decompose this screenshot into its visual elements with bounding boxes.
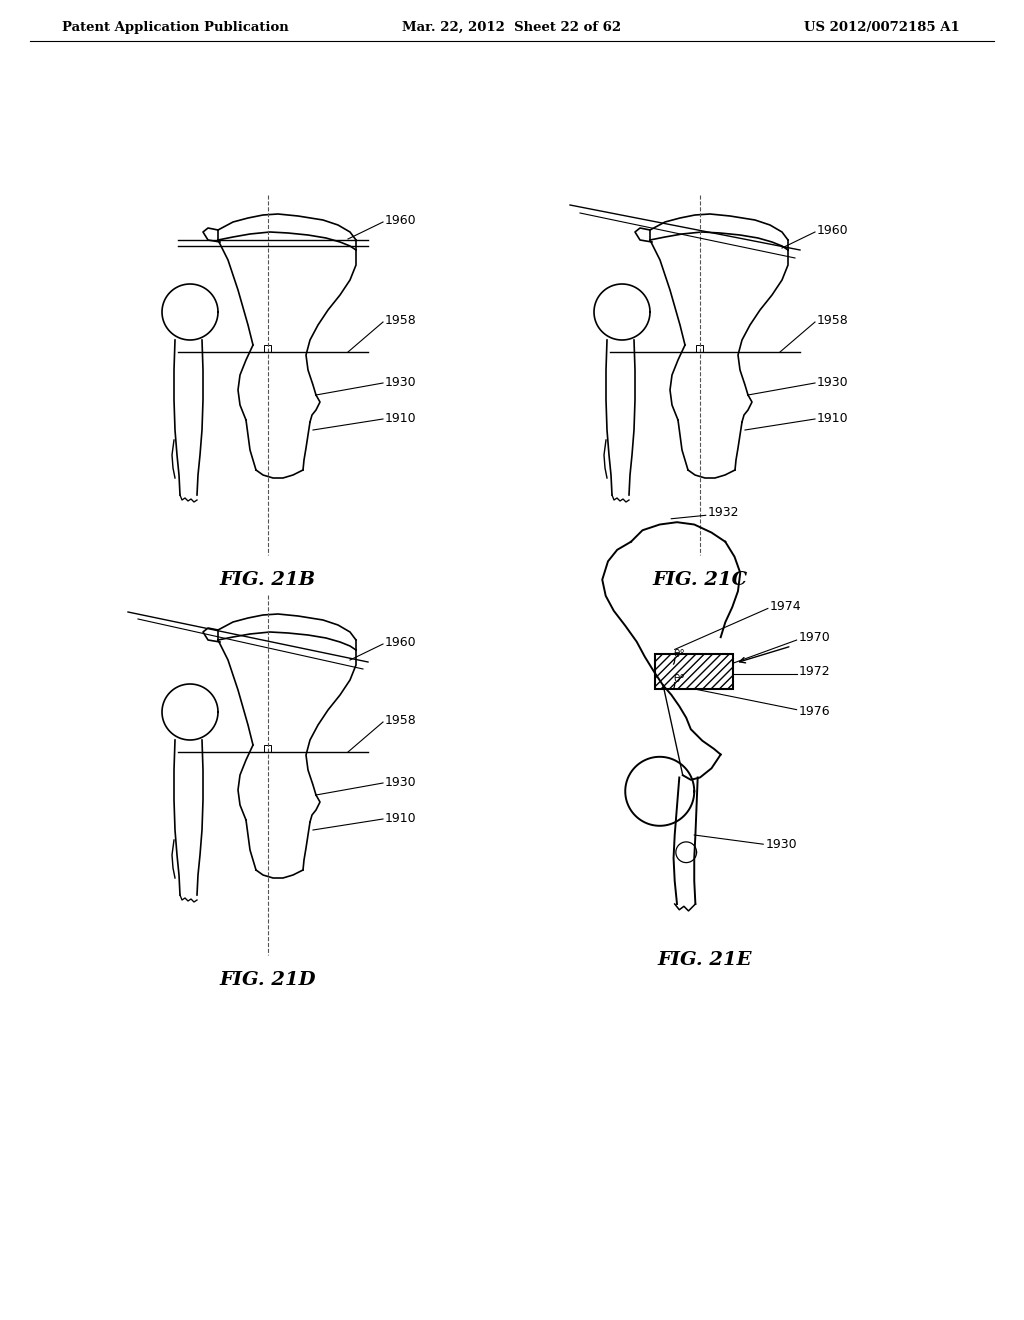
Text: θ°: θ° <box>674 675 685 684</box>
Text: 1930: 1930 <box>766 838 797 850</box>
Text: FIG. 21D: FIG. 21D <box>220 972 316 989</box>
Text: Mar. 22, 2012  Sheet 22 of 62: Mar. 22, 2012 Sheet 22 of 62 <box>402 21 622 33</box>
Text: 1958: 1958 <box>385 314 417 327</box>
Text: 1958: 1958 <box>817 314 849 327</box>
Text: 1930: 1930 <box>385 375 417 388</box>
Text: FIG. 21C: FIG. 21C <box>652 572 748 589</box>
Bar <box>696 345 703 352</box>
Text: 1974: 1974 <box>770 599 802 612</box>
Text: 1930: 1930 <box>385 776 417 788</box>
Text: 1910: 1910 <box>817 412 849 425</box>
Text: θ°: θ° <box>674 649 685 660</box>
Text: 1960: 1960 <box>385 214 417 227</box>
Bar <box>655 655 733 689</box>
Text: 1976: 1976 <box>799 705 830 718</box>
Text: 1930: 1930 <box>817 375 849 388</box>
Text: FIG. 21B: FIG. 21B <box>220 572 316 589</box>
Bar <box>264 744 271 752</box>
Text: 1910: 1910 <box>385 812 417 825</box>
Bar <box>264 345 271 352</box>
Text: US 2012/0072185 A1: US 2012/0072185 A1 <box>804 21 961 33</box>
Text: 1932: 1932 <box>708 507 739 520</box>
Text: Patent Application Publication: Patent Application Publication <box>62 21 289 33</box>
Text: 1910: 1910 <box>385 412 417 425</box>
Text: 1960: 1960 <box>385 636 417 649</box>
Text: 1960: 1960 <box>817 224 849 238</box>
Text: 1972: 1972 <box>799 665 830 678</box>
Text: 1958: 1958 <box>385 714 417 727</box>
Text: FIG. 21E: FIG. 21E <box>657 950 753 969</box>
Text: 1970: 1970 <box>799 631 830 644</box>
